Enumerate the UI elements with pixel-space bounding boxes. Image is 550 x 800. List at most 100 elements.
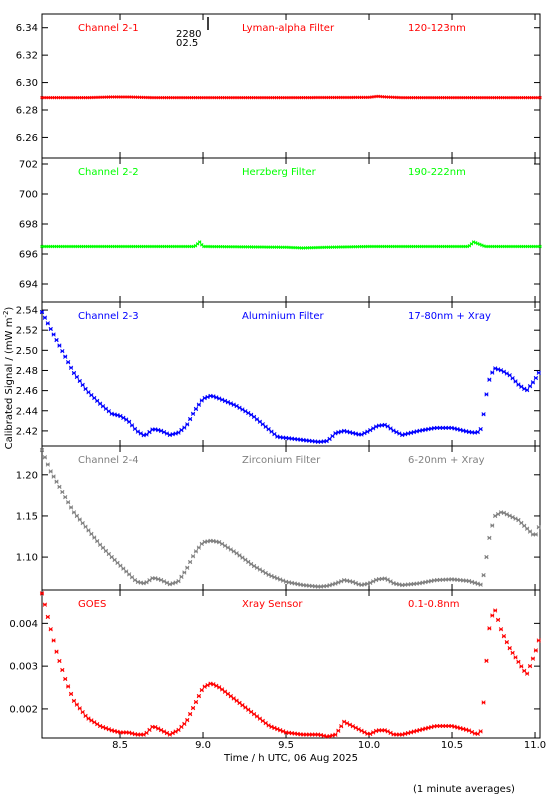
data-point [533,648,539,653]
data-point [481,412,486,417]
data-point [188,416,193,422]
data-point [193,699,199,705]
data-point [71,370,77,376]
data-point [80,520,85,526]
data-point [516,659,521,665]
data-point [126,419,132,424]
data-point [533,375,539,381]
data-point [484,554,489,560]
data-point [54,649,59,654]
x-axis-label: Time / h UTC, 06 Aug 2025 [223,753,358,764]
data-point [249,561,254,567]
data-point [95,538,100,544]
data-point [478,729,483,734]
y-axis-label-main: Calibrated Signal / (mW m [4,318,15,450]
data-point [185,565,190,570]
data-series [39,447,541,589]
panel-filter-label: Lyman-alpha Filter [242,23,335,34]
data-point [182,721,187,727]
panel-3: 2.42 2.44 2.46 2.48 2.50 2.52 2.54 Channel 2-3 A… [16,301,541,447]
data-point [45,321,50,326]
data-point [190,554,196,559]
data-point [179,574,184,579]
y-tick-label: 2.54 [16,306,38,317]
data-series [39,591,541,739]
y-tick-label: 0.003 [9,662,38,673]
y-tick-label: 6.28 [16,106,38,117]
data-point [524,671,530,676]
panel-band-label: 190-222nm [408,167,466,178]
panel-channel-label: GOES [78,599,106,610]
y-tick-label: 6.32 [16,51,38,62]
data-point [77,378,82,384]
data-point [193,406,199,412]
data-point [249,412,254,417]
data-point [188,711,193,717]
data-point [501,634,507,639]
panel-band-label: 0.1-0.8nm [408,599,460,610]
y-tick-label: 2.44 [16,406,38,417]
data-point [63,676,68,682]
y-tick-label: 6.34 [16,23,38,34]
data-point [536,638,541,643]
data-point [484,658,489,663]
data-point [60,667,65,673]
data-point [533,532,539,537]
y-tick-label: 2.48 [16,366,38,377]
data-point [42,602,48,607]
data-point [513,655,518,660]
data-point [51,474,56,479]
y-tick-label: 1.10 [16,553,38,564]
data-point [510,376,515,381]
data-series [40,240,542,250]
data-point [48,627,53,632]
marker-label-bottom: 02.5 [176,38,198,49]
data-point [68,505,74,510]
data-point [51,332,56,337]
data-point [60,489,65,495]
data-point [185,422,190,427]
data-point [519,384,524,389]
data-point [199,541,204,547]
y-tick-label: 702 [19,160,38,171]
y-tick-label: 2.52 [16,326,38,337]
data-point [57,484,62,490]
data-point [199,687,204,693]
data-point [185,717,190,723]
y-tick-label: 6.26 [16,133,38,144]
x-tick-label: 10.0 [358,740,380,751]
data-point [190,705,196,711]
panels-group: 6.26 6.28 6.30 6.32 6.34 Channel 2-1 Lyman-alp… [9,13,546,751]
data-point [504,640,509,645]
data-point [39,591,45,596]
data-point [196,545,202,550]
data-point [54,479,59,484]
data-point [83,524,88,529]
data-point [530,656,536,661]
data-point [68,365,74,370]
data-point [71,510,77,515]
y-tick-label: 2.46 [16,386,38,397]
data-point [333,732,338,737]
data-point [63,494,68,500]
data-point [65,684,71,689]
data-point [63,354,68,359]
data-point [234,551,239,556]
data-point [182,425,187,430]
data-point [144,580,149,585]
data-point [45,462,50,467]
marker-label-top: 2280 [176,29,201,40]
panel-band-label: 120-123nm [408,23,466,34]
panel-5: 0.002 0.003 0.004 8.5 9.0 9.5 10.0 10.5 11.0 GOES… [9,589,546,751]
data-point [240,555,245,560]
data-point [478,426,483,432]
data-point [48,469,53,474]
data-point [339,724,344,729]
data-point [42,315,48,320]
data-point [39,309,45,315]
data-point [324,438,329,444]
data-point [519,664,524,669]
data-point [57,343,62,348]
